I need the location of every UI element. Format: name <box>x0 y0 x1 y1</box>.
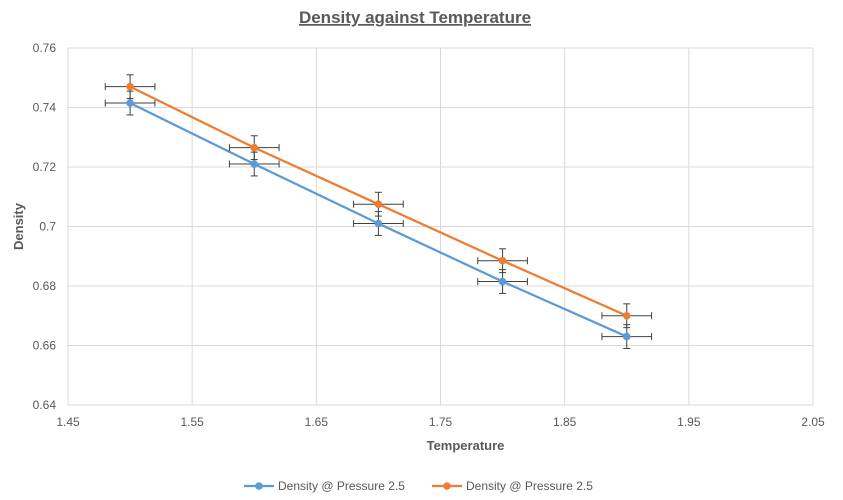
y-tick-label: 0.7 <box>39 220 56 234</box>
chart-title: Density against Temperature <box>299 8 531 27</box>
x-tick-label: 1.85 <box>553 415 577 429</box>
x-axis-label: Temperature <box>427 438 505 453</box>
y-tick-label: 0.64 <box>33 398 57 412</box>
y-tick-label: 0.68 <box>33 279 57 293</box>
data-point-series-2 <box>622 311 631 320</box>
data-point-series-2 <box>250 143 259 152</box>
y-tick-label: 0.66 <box>33 339 57 353</box>
x-tick-label: 1.95 <box>677 415 701 429</box>
data-point-series-1 <box>498 277 507 286</box>
legend-label-2: Density @ Pressure 2.5 <box>466 479 593 493</box>
data-point-series-1 <box>126 99 134 107</box>
data-point-series-1 <box>250 160 259 168</box>
x-tick-label: 1.65 <box>305 415 329 429</box>
data-point-series-1 <box>374 219 383 228</box>
legend-marker-1 <box>255 482 263 490</box>
x-tick-label: 1.55 <box>180 415 204 429</box>
data-point-series-2 <box>498 256 507 265</box>
y-axis-label: Density <box>11 202 26 250</box>
y-tick-label: 0.72 <box>33 160 57 174</box>
y-tick-label: 0.76 <box>33 41 57 55</box>
data-point-series-2 <box>126 82 134 91</box>
y-tick-label: 0.74 <box>33 101 57 115</box>
legend-marker-2 <box>443 482 451 490</box>
data-point-series-2 <box>374 200 383 208</box>
legend-label-1: Density @ Pressure 2.5 <box>278 479 405 493</box>
x-tick-label: 1.75 <box>429 415 453 429</box>
data-point-series-1 <box>622 332 631 341</box>
x-tick-label: 1.45 <box>56 415 80 429</box>
x-tick-label: 2.05 <box>801 415 825 429</box>
